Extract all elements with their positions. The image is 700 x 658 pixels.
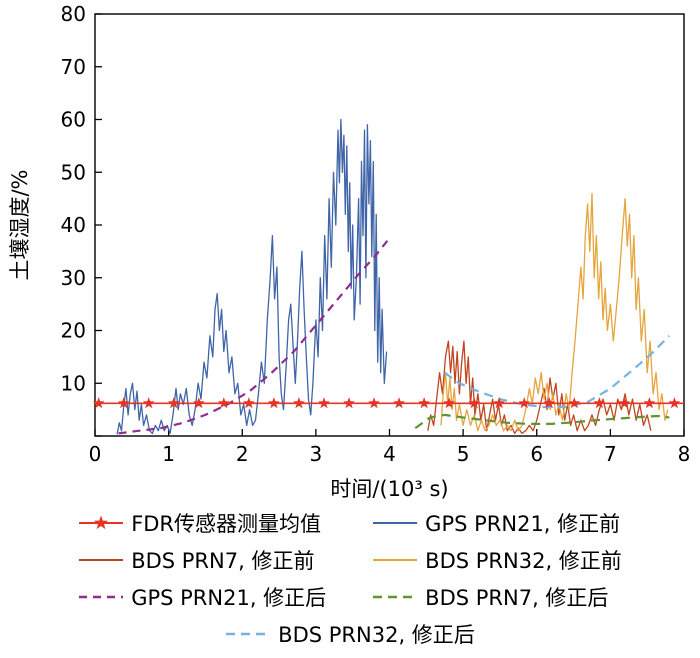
svg-text:70: 70 <box>61 55 86 79</box>
legend-item-bds-prn7-before: BDS PRN7, 修正前 <box>78 545 326 575</box>
bds-prn7-before-line-sample <box>79 559 124 561</box>
svg-text:20: 20 <box>61 319 86 343</box>
legend-label-bds-prn7-after: BDS PRN7, 修正后 <box>425 586 609 610</box>
chart-legend: FDR传感器测量均值 GPS PRN21, 修正前 BDS PRN7, 修正前 … <box>78 508 622 649</box>
svg-text:土壤湿度/%: 土壤湿度/% <box>8 169 32 280</box>
svg-text:7: 7 <box>604 442 617 466</box>
svg-text:0: 0 <box>89 442 102 466</box>
soil-moisture-chart: 0 1 2 3 4 5 6 7 8 10 20 30 40 50 60 70 80 土壤湿度/% 时间/(10³ s… <box>8 2 691 501</box>
gps-prn21-after-dash-sample <box>79 595 124 599</box>
legend-item-bds-prn7-after: BDS PRN7, 修正后 <box>372 582 622 612</box>
svg-text:40: 40 <box>61 213 86 237</box>
svg-text:6: 6 <box>530 442 543 466</box>
svg-text:1: 1 <box>162 442 175 466</box>
legend-item-gps-prn21-before: GPS PRN21, 修正前 <box>372 508 622 538</box>
legend-label-bds-prn32-after: BDS PRN32, 修正后 <box>278 623 475 647</box>
legend-item-bds-prn32-after: BDS PRN32, 修正后 <box>225 619 475 649</box>
svg-text:2: 2 <box>236 442 249 466</box>
legend-label-gps-prn21-before: GPS PRN21, 修正前 <box>425 512 621 536</box>
svg-text:8: 8 <box>678 442 691 466</box>
legend-label-fdr-mean: FDR传感器测量均值 <box>131 512 322 536</box>
svg-text:30: 30 <box>61 266 86 290</box>
svg-text:3: 3 <box>310 442 323 466</box>
legend-item-gps-prn21-after: GPS PRN21, 修正后 <box>78 582 326 612</box>
legend-label-bds-prn32-before: BDS PRN32, 修正前 <box>425 549 622 573</box>
svg-text:80: 80 <box>61 2 86 26</box>
svg-text:60: 60 <box>61 108 86 132</box>
svg-text:10: 10 <box>61 371 86 395</box>
svg-text:5: 5 <box>457 442 470 466</box>
bds-prn7-after-dash-sample <box>373 595 418 599</box>
svg-text:时间/(10³ s): 时间/(10³ s) <box>330 477 448 501</box>
fdr-star-line-sample <box>79 515 124 530</box>
legend-label-gps-prn21-after: GPS PRN21, 修正后 <box>131 586 327 610</box>
svg-text:4: 4 <box>383 442 396 466</box>
bds-prn32-after-dash-sample <box>226 632 271 636</box>
gps-prn21-before-line-sample <box>373 522 418 524</box>
svg-text:50: 50 <box>61 160 86 184</box>
legend-label-bds-prn7-before: BDS PRN7, 修正前 <box>131 549 315 573</box>
legend-item-bds-prn32-before: BDS PRN32, 修正前 <box>372 545 622 575</box>
legend-item-fdr-mean: FDR传感器测量均值 <box>78 508 326 538</box>
bds-prn32-before-line-sample <box>373 559 418 561</box>
